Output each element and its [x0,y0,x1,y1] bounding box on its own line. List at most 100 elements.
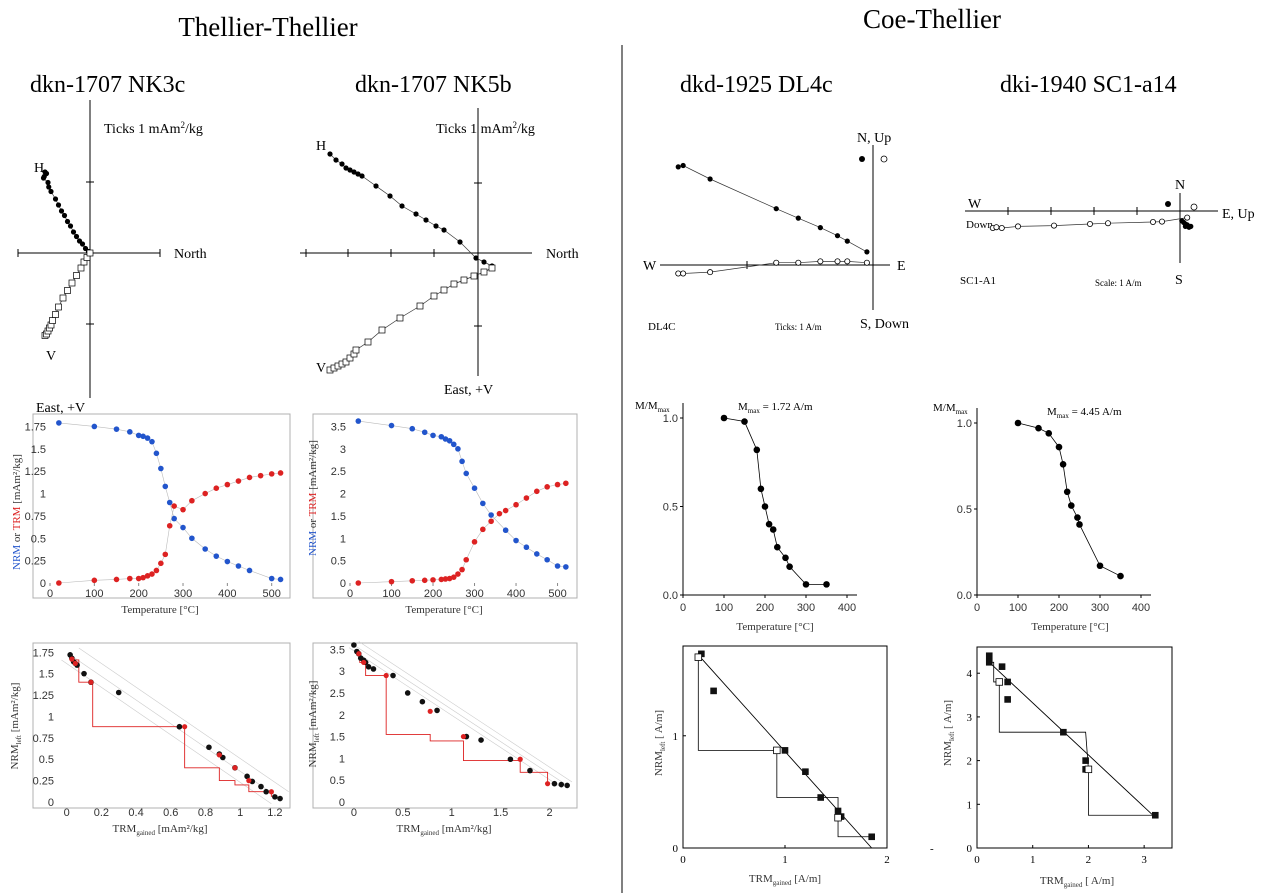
h-label: H [316,139,326,154]
y-tick-label: 1 [40,489,46,501]
data-point-TRM [496,510,503,517]
east-label: East, +V [444,383,493,398]
arai-point [478,737,484,743]
data-point [757,485,765,493]
x-tick-label: 0 [47,588,53,600]
data-point-NRM [56,420,62,426]
horizontal-point [433,223,439,229]
data-point-TRM [171,503,177,509]
data-point-NRM [171,515,177,522]
y-tick-label: 0.5 [957,504,972,516]
guide-line [348,647,563,789]
horizontal-point [40,175,47,181]
plot-frame [682,645,888,849]
stray-dash: - [930,843,934,855]
y-tick-label: 2.5 [330,688,345,700]
data-point-TRM [235,478,242,484]
y-tick-label: 1.25 [33,690,54,702]
horizontal-point [373,183,379,189]
arai-chart-sc1: NRMleft [ A/m] TRMgained [ A/m] [942,700,1114,889]
data-point-TRM [355,580,362,586]
y-tick-label: 3 [340,444,346,456]
x-tick-label: 500 [548,588,566,600]
x-tick-label: 400 [838,602,856,614]
horizontal-point [67,223,74,229]
data-point [802,581,810,588]
series-line-NRM [58,422,281,580]
arai-point [365,664,372,670]
horizontal-point [351,169,357,175]
horizontal-point [355,171,361,177]
ptrm-check-point [268,789,274,795]
thermal-chart-nk3c: NRM or TRM [mAm²/kg] Temperature [°C] [11,413,291,616]
vertical-point [73,272,80,279]
data-point-NRM [455,446,461,452]
vertical-point [773,259,780,266]
data-point-TRM [409,577,416,584]
data-point-NRM [450,441,457,448]
fit-line [988,661,1156,818]
arai-point [81,670,87,677]
vertical-point [863,259,870,266]
v-label: V [316,361,326,376]
arai-point [527,767,533,774]
x-axis-label: Temperature [°C] [736,621,813,633]
horizontal-point [413,211,419,217]
data-point-TRM [127,575,133,582]
arai-point [1004,696,1011,703]
specimen-label: SC1-A1 [960,275,996,287]
y-tick-label: 0 [48,797,54,809]
x-axis-label: Temperature [°C] [1031,621,1108,633]
specimen-title-nk3c: dkn-1707 NK3c [30,72,185,98]
zijderveld-plot-dl4c: N, Up W E S, Down DL4C Ticks: 1 A/m [643,131,909,333]
x-tick-label: 2 [1086,854,1092,866]
vertical-point [1087,220,1094,227]
y-tick-label: 1 [967,799,973,811]
v-label: V [46,349,56,364]
x-tick-label: 0 [347,588,353,600]
plot-frame [32,413,291,599]
data-point [1059,460,1067,468]
ptrm-check-point [995,678,1003,686]
vertical-point [998,224,1005,231]
y-tick-label: 3.5 [330,644,345,656]
y-tick-label: 3 [339,666,345,678]
axis-ticks [305,182,482,327]
horizontal-point [1186,224,1192,230]
data-point [765,520,773,528]
data-point-NRM [430,432,436,439]
arai-chart-nk5b: NRMleft [mAm²/kg] TRMgained [mAm²/kg] [307,642,578,837]
thermal-chart-sc1: M/Mmax Mmax = 4.45 A/m Temperature [°C] [933,402,1122,633]
y-axis-label: NRM or TRM [mAm²/kg] [307,440,319,556]
chart-marks-layer: 0 100 200 300 400 50000.250.50.7511.251.51.75… [25,151,1198,866]
y-tick-label: 1.0 [663,413,678,425]
horizontal-point [333,157,339,163]
horizontal-point [834,233,841,239]
mmax-label: Mmax = 4.45 A/m [1047,406,1122,420]
series-line-NRM [358,420,566,568]
y-axis-label: NRMleft [ A/m] [942,700,956,766]
vertical-point [1184,214,1191,221]
vertical-point [844,258,851,265]
x-tick-label: 1 [782,854,788,866]
axis-ticks [17,181,161,325]
data-point-NRM [446,437,453,444]
data-point-NRM [554,563,561,569]
vertical-point [346,354,354,362]
y-tick-label: 0.0 [663,590,678,602]
y-tick-label: 2 [340,489,346,501]
data-point-NRM [224,558,231,565]
vertical-point [1105,220,1112,227]
data-point-TRM [544,484,550,490]
x-tick-label: 1 [449,807,455,819]
data-point-NRM [113,426,120,432]
data-point [741,418,748,425]
data-point-TRM [189,497,195,504]
vertical-point [440,286,448,294]
vertical-point [396,314,404,322]
arai-point [272,794,278,800]
y-tick-label: 1.75 [25,421,46,433]
data-point [769,526,777,533]
data-point [782,554,789,562]
